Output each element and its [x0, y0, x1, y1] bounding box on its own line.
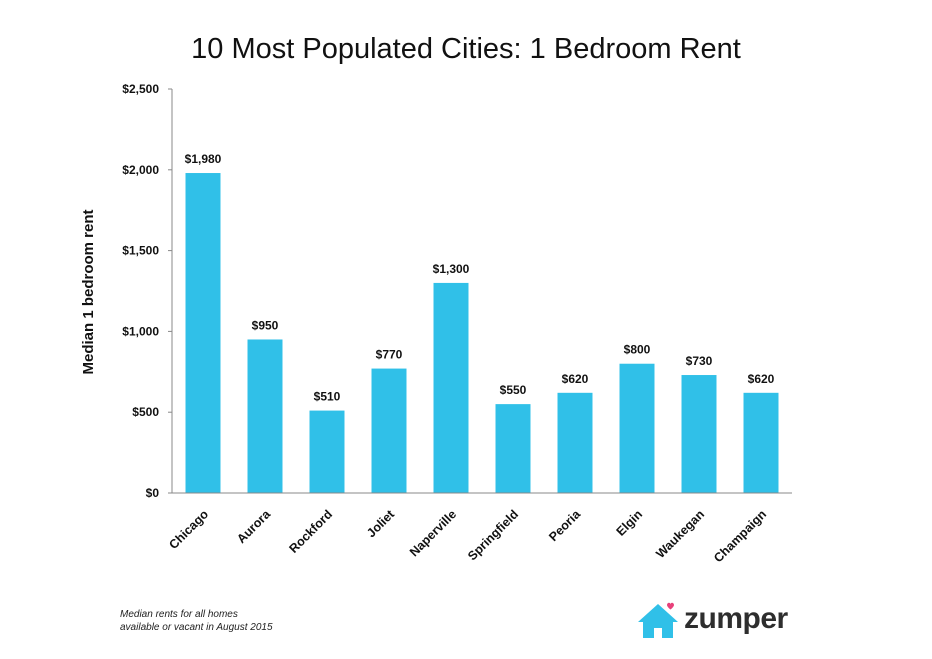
x-axis: Chicago Aurora Rockford Joliet Naperville Spr… — [166, 492, 792, 565]
footnote-line-2: available or vacant in August 2015 — [120, 622, 273, 633]
y-tick-label: $1,000 — [122, 324, 159, 338]
bar — [309, 410, 345, 493]
x-tick-label: Rockford — [286, 507, 335, 556]
x-tick-label: Joliet — [364, 507, 398, 541]
y-axis-label: Median 1 bedroom rent — [80, 209, 97, 374]
data-label: $800 — [624, 343, 651, 357]
footnote: Median rents for all homes available or … — [120, 608, 273, 634]
x-tick-label: Chicago — [166, 507, 211, 552]
data-label: $1,300 — [433, 262, 470, 276]
x-tick-label: Elgin — [614, 507, 646, 539]
bar — [681, 375, 717, 493]
x-tick-label: Peoria — [546, 506, 584, 544]
x-tick-label: Aurora — [234, 506, 274, 546]
y-tick-label: $2,500 — [122, 82, 159, 96]
x-tick-label: Champaign — [711, 507, 769, 565]
x-tick-label: Waukegan — [653, 507, 707, 561]
bars: $1,980 $950 $510 $770 $1,300 $550 $620 $800 $730… — [185, 152, 779, 494]
logo-text: zumper — [684, 602, 788, 635]
chart-title: 10 Most Populated Cities: 1 Bedroom Rent — [191, 33, 741, 65]
bar — [185, 173, 221, 494]
bar — [495, 404, 531, 493]
bar — [557, 392, 593, 493]
y-tick-label: $500 — [132, 405, 159, 419]
x-tick-label: Naperville — [407, 507, 459, 559]
zumper-logo: zumper — [636, 598, 788, 640]
data-label: $950 — [252, 318, 279, 332]
data-label: $550 — [500, 383, 527, 397]
x-tick-label: Springfield — [465, 507, 521, 563]
footnote-line-1: Median rents for all homes — [120, 609, 238, 620]
data-label: $510 — [314, 390, 341, 404]
house-heart-icon — [638, 602, 678, 638]
data-label: $730 — [686, 354, 713, 368]
y-tick-label: $2,000 — [122, 163, 159, 177]
y-axis: $0 $500 $1,000 $1,500 $2,000 $2,500 — [122, 82, 173, 500]
data-label: $620 — [562, 372, 589, 386]
bar — [371, 368, 407, 493]
bar — [247, 339, 283, 493]
y-tick-label: $0 — [146, 486, 160, 500]
data-label: $1,980 — [185, 152, 222, 166]
bar — [433, 282, 469, 493]
bar — [743, 392, 779, 493]
y-tick-label: $1,500 — [122, 244, 159, 258]
data-label: $620 — [748, 372, 775, 386]
bar — [619, 363, 655, 493]
data-label: $770 — [376, 348, 403, 362]
